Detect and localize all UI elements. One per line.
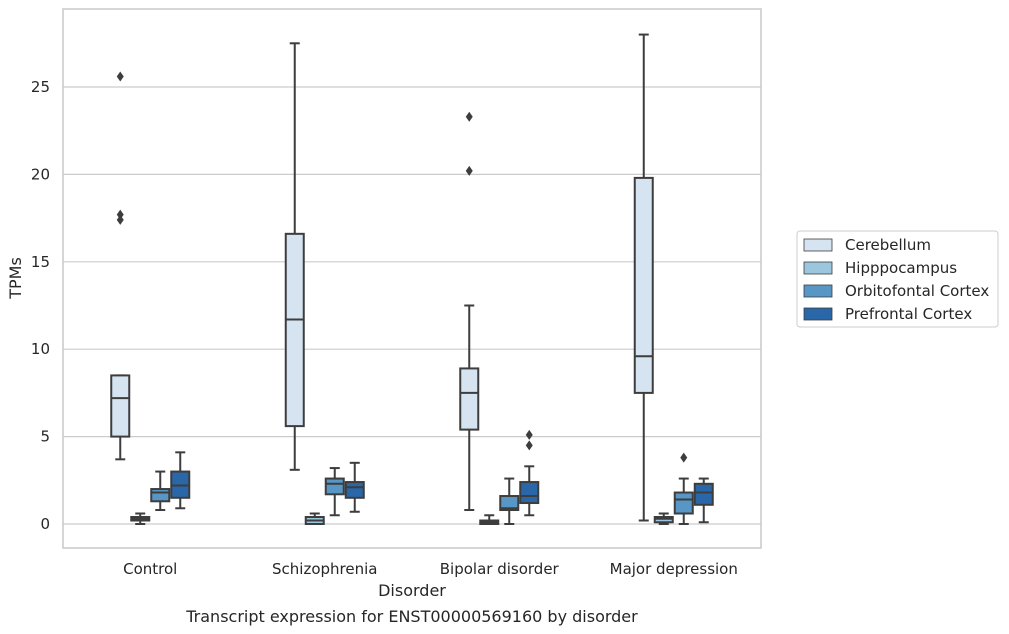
boxes [110, 33, 714, 526]
y-tick-label: 25 [31, 78, 50, 96]
outlier-point [465, 165, 473, 176]
legend-label: Orbitofontal Cortex [845, 282, 989, 300]
box [324, 477, 345, 496]
outlier-point [680, 452, 688, 463]
box [150, 488, 171, 503]
box [110, 374, 131, 438]
x-tick-label: Bipolar disorder [440, 560, 560, 578]
x-tick-labels: Control Schizophrenia Bipolar disorder Majo… [123, 560, 738, 578]
plot-area [63, 9, 761, 548]
box [673, 491, 694, 515]
outlier-point [525, 440, 533, 451]
y-tick-label: 20 [31, 165, 50, 183]
box [499, 495, 520, 512]
legend: Cerebellum Hipppocampus Orbitofontal Corte… [796, 230, 999, 328]
legend-label: Cerebellum [845, 236, 931, 254]
box [459, 367, 480, 431]
chart-caption: Transcript expression for ENST0000056916… [185, 607, 638, 626]
box [344, 481, 365, 499]
legend-label: Hipppocampus [845, 259, 957, 277]
legend-frame [796, 230, 999, 328]
x-tick-label: Control [123, 560, 177, 578]
outlier-point [116, 71, 124, 82]
x-axis-label: Disorder [378, 581, 446, 600]
box [633, 176, 654, 394]
x-tick-label: Schizophrenia [272, 560, 377, 578]
legend-swatch [803, 238, 833, 252]
box [693, 482, 714, 506]
outlier-point [525, 429, 533, 440]
box [519, 481, 540, 505]
plot-frame [62, 8, 762, 549]
y-tick-label: 10 [31, 340, 50, 358]
outlier-point [465, 111, 473, 122]
x-tick-label: Major depression [610, 560, 738, 578]
grid [63, 86, 761, 525]
y-tick-label: 0 [40, 515, 50, 533]
y-tick-label: 15 [31, 253, 50, 271]
y-axis-label: TPMs [6, 257, 25, 300]
box [284, 232, 305, 428]
legend-swatch [803, 307, 833, 321]
outlier-point [116, 209, 124, 220]
legend-swatch [803, 284, 833, 298]
outlier-point [116, 214, 124, 225]
y-tick-labels: 0 5 10 15 20 25 [31, 78, 50, 533]
y-tick-label: 5 [40, 428, 50, 446]
legend-swatch [803, 261, 833, 275]
legend-label: Prefrontal Cortex [845, 305, 972, 323]
